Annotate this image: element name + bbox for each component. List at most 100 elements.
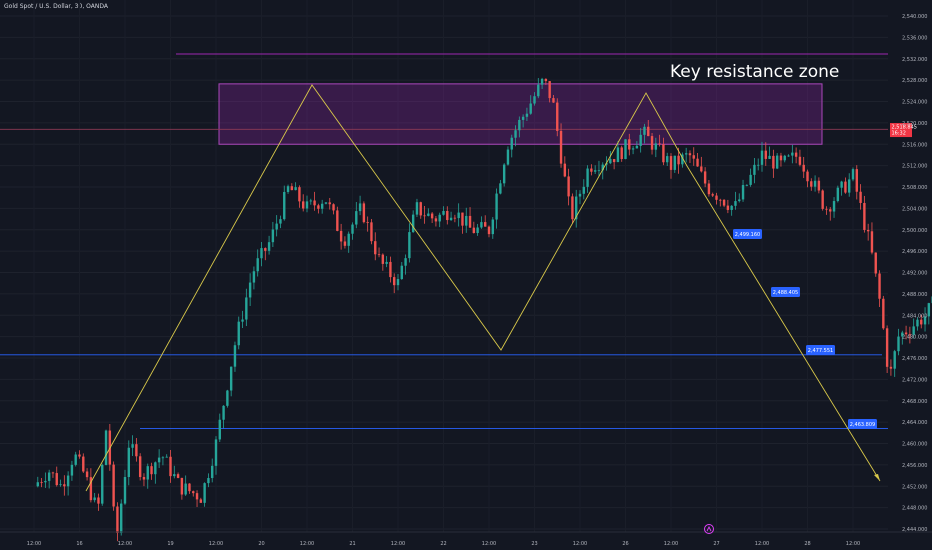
candle-up xyxy=(578,193,582,197)
y-tick-label: 2,488.000 xyxy=(902,292,927,298)
horizontal-levels xyxy=(0,354,888,429)
candle-up xyxy=(575,196,578,220)
x-tick-label: 16 xyxy=(76,541,82,547)
candle-down xyxy=(176,474,180,478)
candle-up xyxy=(635,145,639,149)
candle-down xyxy=(97,497,100,504)
candle-down xyxy=(696,158,699,167)
candle-up xyxy=(267,242,271,251)
price-tags: 2,499.160 2,488.405 2,477.551 2,463.809 2,51… xyxy=(733,123,917,429)
y-tick-label: 2,464.000 xyxy=(902,420,927,426)
price-tag-box xyxy=(806,345,835,355)
candle-up xyxy=(491,219,494,235)
candle-down xyxy=(711,194,714,196)
candle-down xyxy=(692,155,695,159)
candle-up xyxy=(385,261,388,264)
y-tick-label: 2,512.000 xyxy=(902,164,927,170)
candle-down xyxy=(700,166,703,172)
candle-up xyxy=(813,180,817,187)
candle-down xyxy=(662,144,665,163)
candle-up xyxy=(753,164,756,175)
current-price-label: 2,518.845 xyxy=(892,125,917,131)
candle-up xyxy=(506,149,510,165)
candle-down xyxy=(908,334,912,336)
candle-up xyxy=(586,168,589,187)
x-tick-label: 12:00 xyxy=(846,541,860,547)
candle-up xyxy=(840,181,843,188)
candle-up xyxy=(666,156,669,163)
candle-up xyxy=(741,185,745,200)
candle-up xyxy=(529,103,532,114)
x-tick-label: 12:00 xyxy=(209,541,223,547)
candle-up xyxy=(537,84,540,97)
candle-down xyxy=(844,181,847,193)
candle-down xyxy=(810,181,813,187)
candle-up xyxy=(624,139,627,160)
x-tick-label: 21 xyxy=(349,541,355,547)
candle-up xyxy=(203,483,206,503)
x-tick-label: 12:00 xyxy=(573,541,587,547)
y-tick-label: 2,520.000 xyxy=(902,121,927,127)
y-tick-label: 2,476.000 xyxy=(902,356,927,362)
candle-up xyxy=(47,472,51,481)
candle-up xyxy=(358,203,362,212)
candle-down xyxy=(135,444,138,457)
x-tick-label: 28 xyxy=(804,541,810,547)
price-tag: 2,463.809 xyxy=(848,419,877,429)
candle-down xyxy=(650,136,654,150)
candle-up xyxy=(616,147,620,163)
candle-up xyxy=(681,154,684,165)
candle-up xyxy=(582,186,585,194)
candle-up xyxy=(120,503,123,534)
candle-up xyxy=(207,478,210,484)
candle-up xyxy=(851,169,855,180)
candle-down xyxy=(453,217,457,219)
candle-down xyxy=(290,186,294,191)
candle-up xyxy=(165,456,168,458)
candle-down xyxy=(552,98,555,103)
candle-down xyxy=(715,195,718,200)
x-tick-label: 23 xyxy=(531,541,537,547)
candle-up xyxy=(351,224,354,234)
candle-up xyxy=(901,332,904,337)
candle-down xyxy=(366,222,369,223)
tradingview-logo-icon xyxy=(704,524,714,534)
candle-down xyxy=(389,261,392,278)
logo-ring xyxy=(704,524,714,534)
candle-up xyxy=(355,211,358,225)
candle-down xyxy=(150,466,153,475)
candle-down xyxy=(885,328,889,367)
zigzag-line xyxy=(85,84,881,492)
x-tick-label: 20 xyxy=(258,541,264,547)
candle-down xyxy=(825,208,828,210)
logo-mark xyxy=(706,525,712,532)
candle-up xyxy=(738,199,741,202)
candle-up xyxy=(601,164,604,171)
candle-up xyxy=(480,222,483,228)
candle-down xyxy=(116,506,119,534)
candle-up xyxy=(294,187,297,191)
price-tag-label: 2,463.809 xyxy=(850,422,875,428)
x-tick-label: 26 xyxy=(622,541,628,547)
candle-down xyxy=(863,202,866,230)
candle-up xyxy=(241,319,244,322)
x-tick-label: 12:00 xyxy=(118,541,132,547)
candle-up xyxy=(154,462,157,475)
candle-down xyxy=(180,477,184,495)
candle-up xyxy=(408,232,411,259)
candle-up xyxy=(768,155,771,159)
candle-down xyxy=(544,78,548,82)
candle-down xyxy=(461,212,464,226)
candle-down xyxy=(336,210,339,231)
candle-down xyxy=(328,202,331,205)
candle-down xyxy=(343,241,347,246)
candle-up xyxy=(654,143,658,150)
y-tick-label: 2,492.000 xyxy=(902,271,927,277)
candle-up xyxy=(123,477,127,504)
candle-down xyxy=(764,150,767,159)
x-tick-label: 12:00 xyxy=(391,541,405,547)
candle-up xyxy=(411,214,415,233)
candle-up xyxy=(131,444,134,448)
